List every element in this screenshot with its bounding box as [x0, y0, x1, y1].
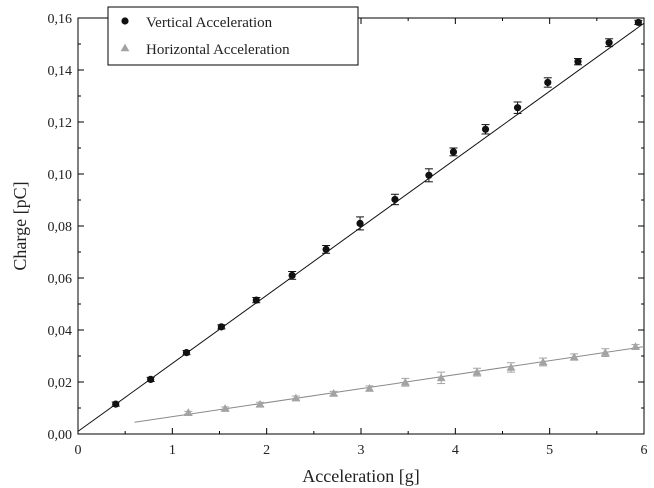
- data-points: [111, 18, 643, 416]
- point-horizontal: [220, 404, 230, 412]
- point-horizontal: [291, 393, 301, 402]
- y-tick-label: 0,02: [48, 376, 73, 391]
- y-tick-label: 0,16: [48, 12, 73, 27]
- x-axis-title: Acceleration [g]: [302, 466, 419, 486]
- x-tick-label: 4: [452, 443, 459, 458]
- fit-line-vertical: [77, 22, 645, 432]
- x-tick-label: 2: [263, 443, 270, 458]
- point-horizontal: [538, 357, 548, 366]
- point-horizontal: [329, 389, 339, 397]
- x-tick-label: 6: [641, 443, 648, 458]
- tick-labels: 0 1 2 3 4 5 6 0,00 0,02 0,04 0,06 0,08 0,10 0,12 0,14 0…: [48, 12, 648, 458]
- point-vertical: [217, 323, 225, 331]
- series-horizontal: [183, 342, 640, 416]
- point-vertical: [513, 104, 522, 112]
- series-vertical: [111, 18, 643, 408]
- point-vertical: [574, 58, 582, 66]
- point-horizontal: [631, 342, 640, 350]
- point-vertical: [356, 219, 364, 227]
- point-vertical: [449, 148, 458, 156]
- point-vertical: [147, 375, 155, 383]
- point-vertical: [481, 125, 490, 133]
- y-tick-label: 0,10: [48, 168, 73, 183]
- point-vertical: [391, 195, 399, 204]
- point-horizontal: [365, 384, 374, 392]
- point-horizontal: [472, 367, 482, 376]
- fit-line-horizontal: [134, 346, 645, 423]
- point-vertical: [252, 296, 260, 304]
- legend-marker-vertical: [121, 17, 129, 25]
- point-horizontal: [506, 363, 516, 371]
- y-tick-label: 0,06: [48, 272, 73, 287]
- x-tick-label: 3: [358, 443, 365, 458]
- point-vertical: [288, 271, 296, 279]
- y-tick-label: 0,00: [48, 428, 73, 443]
- legend-label-horizontal: Horizontal Acceleration: [146, 42, 290, 58]
- legend-marker-horizontal: [120, 43, 130, 52]
- y-tick-label: 0,08: [48, 220, 73, 235]
- point-horizontal: [255, 399, 265, 408]
- x-tick-label: 1: [169, 443, 176, 458]
- y-tick-label: 0,14: [48, 64, 73, 79]
- point-horizontal: [569, 352, 579, 361]
- point-horizontal: [400, 377, 410, 386]
- y-axis-title: Charge [pC]: [10, 181, 30, 270]
- x-tick-label: 5: [546, 443, 553, 458]
- legend-label-vertical: Vertical Acceleration: [146, 15, 273, 31]
- legend: Vertical Acceleration Horizontal Acceler…: [107, 6, 359, 66]
- point-horizontal: [600, 348, 610, 356]
- point-horizontal: [436, 373, 446, 382]
- legend-box: [107, 6, 359, 66]
- point-vertical: [425, 171, 433, 179]
- fit-lines: [77, 22, 645, 432]
- point-vertical: [544, 78, 552, 87]
- point-vertical: [634, 18, 642, 27]
- x-tick-label: 0: [75, 443, 82, 458]
- point-vertical: [322, 245, 330, 253]
- y-tick-label: 0,04: [48, 324, 73, 339]
- point-vertical: [605, 39, 613, 47]
- point-vertical: [182, 349, 191, 357]
- y-tick-label: 0,12: [48, 116, 73, 131]
- point-horizontal: [183, 408, 193, 416]
- point-vertical: [112, 400, 120, 408]
